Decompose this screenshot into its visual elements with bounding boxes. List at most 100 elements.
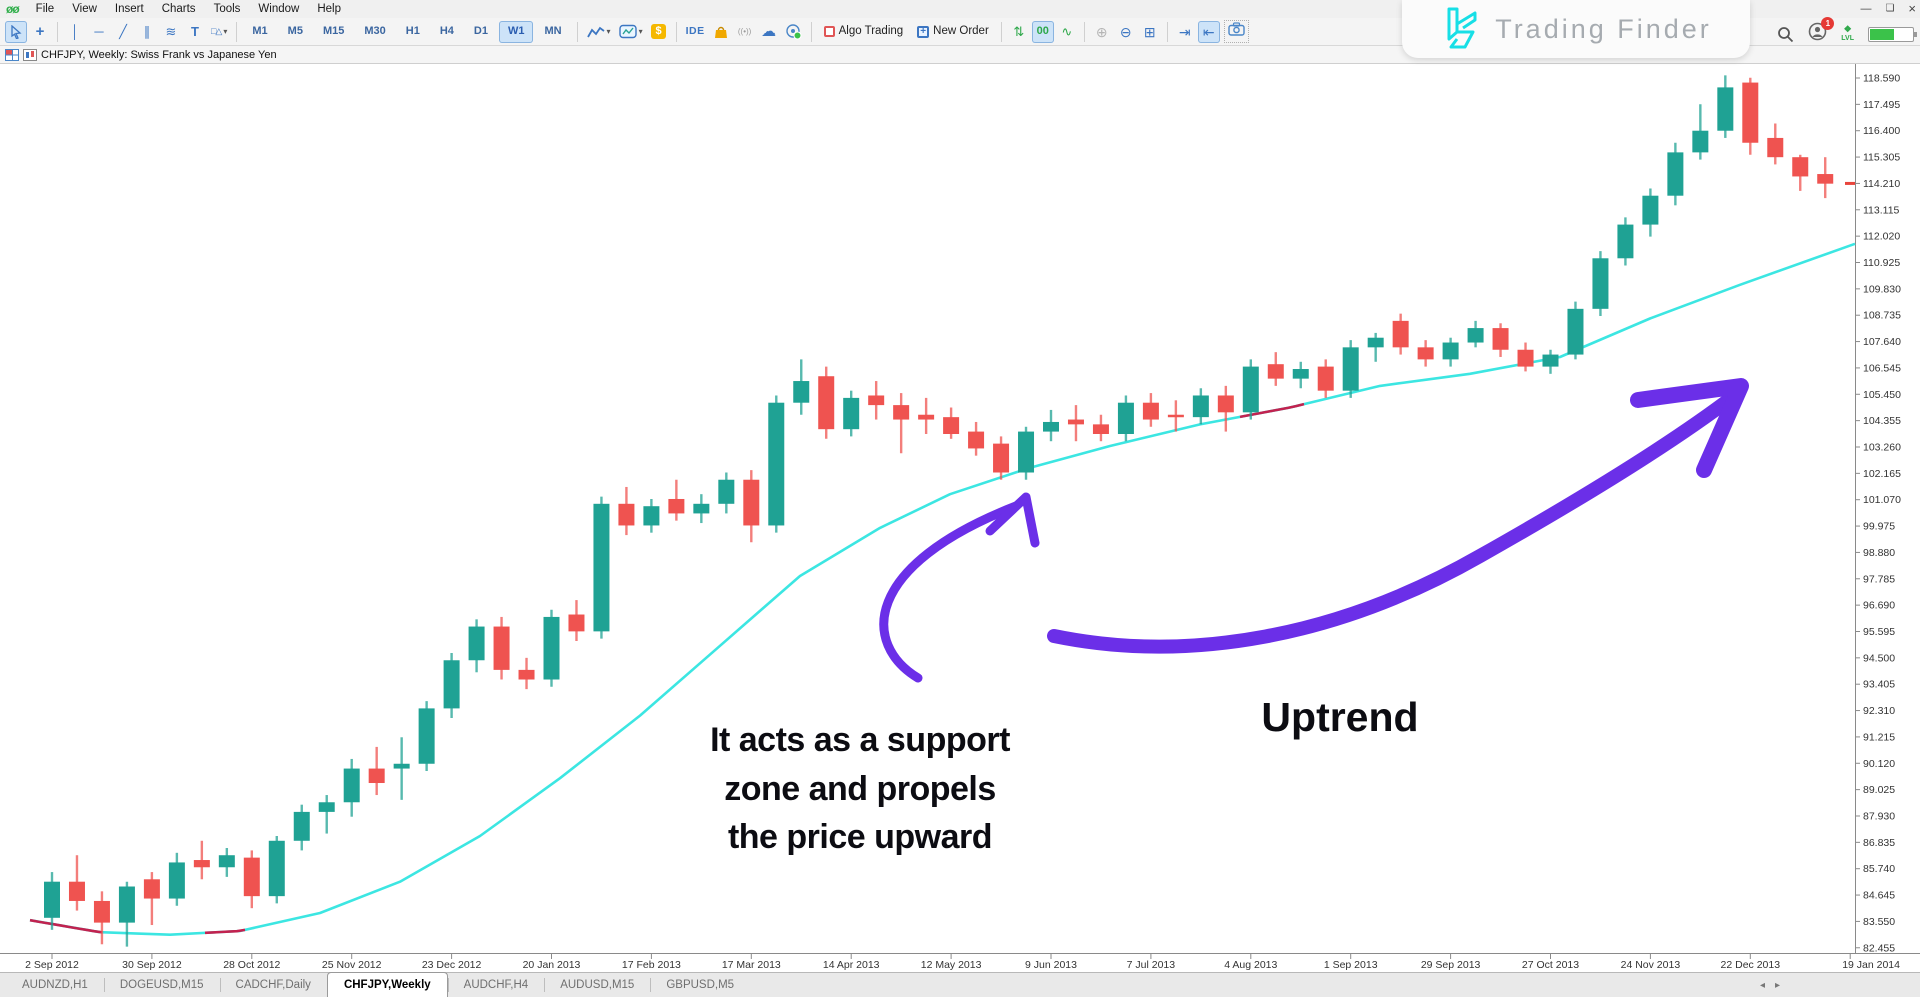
menu-items: File View Insert Charts Tools Window Help: [27, 2, 350, 16]
bullish-candle: [268, 840, 285, 897]
minimize-button[interactable]: —: [1860, 2, 1872, 15]
bullish-candle: [543, 616, 560, 680]
channel-tool-button[interactable]: ∥: [136, 21, 158, 43]
timeframe-mn-button[interactable]: MN: [535, 21, 570, 43]
chart-type-button[interactable]: ▾: [584, 21, 614, 43]
timeframe-h1-button[interactable]: H1: [397, 21, 429, 43]
tab-dogeusd[interactable]: DOGEUSD,M15: [103, 973, 220, 997]
svg-text:89.025: 89.025: [1863, 784, 1895, 796]
timeframe-w1-button[interactable]: W1: [498, 20, 534, 43]
tab-chfjpy[interactable]: CHFJPY,Weekly: [326, 972, 448, 997]
cursor-tool-button[interactable]: [5, 20, 27, 43]
vertical-line-tool-button[interactable]: │: [64, 21, 86, 43]
symbols-button[interactable]: $: [648, 21, 670, 43]
milliseconds-button[interactable]: 00: [1031, 20, 1054, 43]
bullish-candle: [1192, 395, 1209, 418]
shift-end-button[interactable]: ⇥: [1174, 21, 1196, 43]
new-order-button[interactable]: + New Order: [911, 21, 995, 43]
chart-canvas[interactable]: 118.590 117.495 116.400 115.305 114.210 113.1…: [0, 64, 1920, 997]
search-icon[interactable]: [1777, 26, 1794, 43]
pitchfork-tool-button[interactable]: ≋: [160, 21, 182, 43]
crosshair-tool-button[interactable]: +: [29, 21, 51, 43]
zoom-out-button[interactable]: ⊖: [1115, 21, 1137, 43]
zoom-in-button[interactable]: ⊕: [1091, 21, 1113, 43]
profile-icon: [1808, 22, 1827, 41]
shapes-tool-button[interactable]: □△ ▾: [208, 21, 230, 43]
timeframe-m30-button[interactable]: M30: [355, 21, 394, 43]
bullish-candle: [1442, 342, 1459, 360]
profile-button[interactable]: 1: [1808, 17, 1835, 46]
algo-trading-button[interactable]: Algo Trading: [818, 21, 910, 43]
menu-tools[interactable]: Tools: [213, 3, 241, 15]
timeframe-m1-button[interactable]: M1: [243, 21, 276, 43]
price-axis: 118.590 117.495 116.400 115.305 114.210 113.1…: [1855, 73, 1901, 954]
restore-button[interactable]: ❏: [1885, 3, 1895, 14]
menu-charts[interactable]: Charts: [161, 3, 196, 15]
bearish-candle: [1767, 137, 1784, 158]
svg-text:95.595: 95.595: [1863, 626, 1895, 638]
trading-finder-logo-text: Trading Finder: [1495, 13, 1712, 44]
auto-scroll-button[interactable]: ⇤: [1197, 20, 1220, 43]
text-tool-button[interactable]: T: [184, 21, 206, 43]
timeframe-d1-button[interactable]: D1: [465, 21, 497, 43]
support-annotation-line2: zone and propels: [724, 769, 996, 808]
toolbar-divider: [236, 21, 238, 42]
menu-insert[interactable]: Insert: [114, 3, 144, 15]
ide-button[interactable]: IDE: [683, 21, 708, 43]
battery-fill: [1870, 28, 1895, 40]
timeframe-group: M1 M5 M15 M30 H1 H4 D1 W1 MN: [242, 20, 571, 43]
menu-window[interactable]: Window: [258, 3, 300, 15]
svg-text:115.305: 115.305: [1863, 152, 1900, 164]
signals-button[interactable]: ((•)): [734, 21, 756, 43]
timeframe-m15-button[interactable]: M15: [314, 21, 353, 43]
bearish-candle: [568, 614, 585, 632]
close-button[interactable]: ×: [1908, 1, 1916, 16]
svg-text:30 Sep 2012: 30 Sep 2012: [122, 959, 182, 971]
timeframe-label: M15: [322, 25, 345, 37]
bullish-candle: [443, 660, 460, 709]
timeframe-m5-button[interactable]: M5: [279, 21, 312, 43]
bearish-candle: [1417, 347, 1434, 360]
bearish-candle: [868, 395, 885, 406]
svg-text:2 Sep 2012: 2 Sep 2012: [25, 959, 79, 971]
tab-audchf[interactable]: AUDCHF,H4: [447, 973, 545, 997]
community-button[interactable]: [782, 21, 805, 43]
timeframe-label: H1: [405, 25, 420, 37]
trendline-tool-button[interactable]: ╱: [112, 21, 134, 43]
svg-text:99.975: 99.975: [1863, 521, 1895, 533]
toolbar-divider: [810, 21, 812, 42]
zeros-label: 00: [1036, 25, 1049, 37]
svg-text:29 Sep 2013: 29 Sep 2013: [1421, 959, 1481, 971]
tab-gbpusd[interactable]: GBPUSD,M5: [650, 973, 750, 997]
indicators-button[interactable]: ▾: [616, 21, 646, 43]
bullish-candle: [593, 503, 610, 632]
tab-audusd[interactable]: AUDUSD,M15: [544, 973, 650, 997]
screenshot-button[interactable]: [1223, 20, 1249, 43]
chart-area[interactable]: 118.590 117.495 116.400 115.305 114.210 113.1…: [0, 64, 1920, 997]
ma-line-bearish-segment: [204, 928, 246, 935]
timeframe-h4-button[interactable]: H4: [431, 21, 463, 43]
bearish-candle: [1142, 402, 1159, 420]
menu-file[interactable]: File: [35, 3, 55, 15]
market-button[interactable]: [710, 21, 732, 43]
candle-chart-icon: [23, 48, 37, 61]
cursor-icon: [11, 24, 22, 39]
zigzag-button[interactable]: ∿: [1056, 21, 1078, 43]
bullish-candle: [44, 881, 60, 918]
small-arrow: [879, 492, 1040, 683]
tile-windows-button[interactable]: ⊞: [1139, 21, 1161, 43]
menu-help[interactable]: Help: [317, 3, 341, 15]
menu-view[interactable]: View: [72, 3, 97, 15]
tab-scroll-left-button[interactable]: ◂: [1759, 979, 1765, 991]
tab-scroll-right-button[interactable]: ▸: [1774, 979, 1780, 991]
cloud-button[interactable]: ☁: [758, 21, 780, 43]
bullish-candle: [843, 397, 860, 430]
tab-audnzd[interactable]: AUDNZD,H1: [22, 979, 88, 991]
tick-chart-button[interactable]: ⇅: [1008, 21, 1030, 43]
battery-indicator: [1868, 26, 1917, 42]
toolbar-divider: [576, 21, 578, 42]
horizontal-line-tool-button[interactable]: ─: [88, 21, 110, 43]
dollar-icon: $: [651, 24, 667, 39]
candlestick-series: [44, 75, 1834, 947]
tab-cadchf[interactable]: CADCHF,Daily: [219, 973, 327, 997]
